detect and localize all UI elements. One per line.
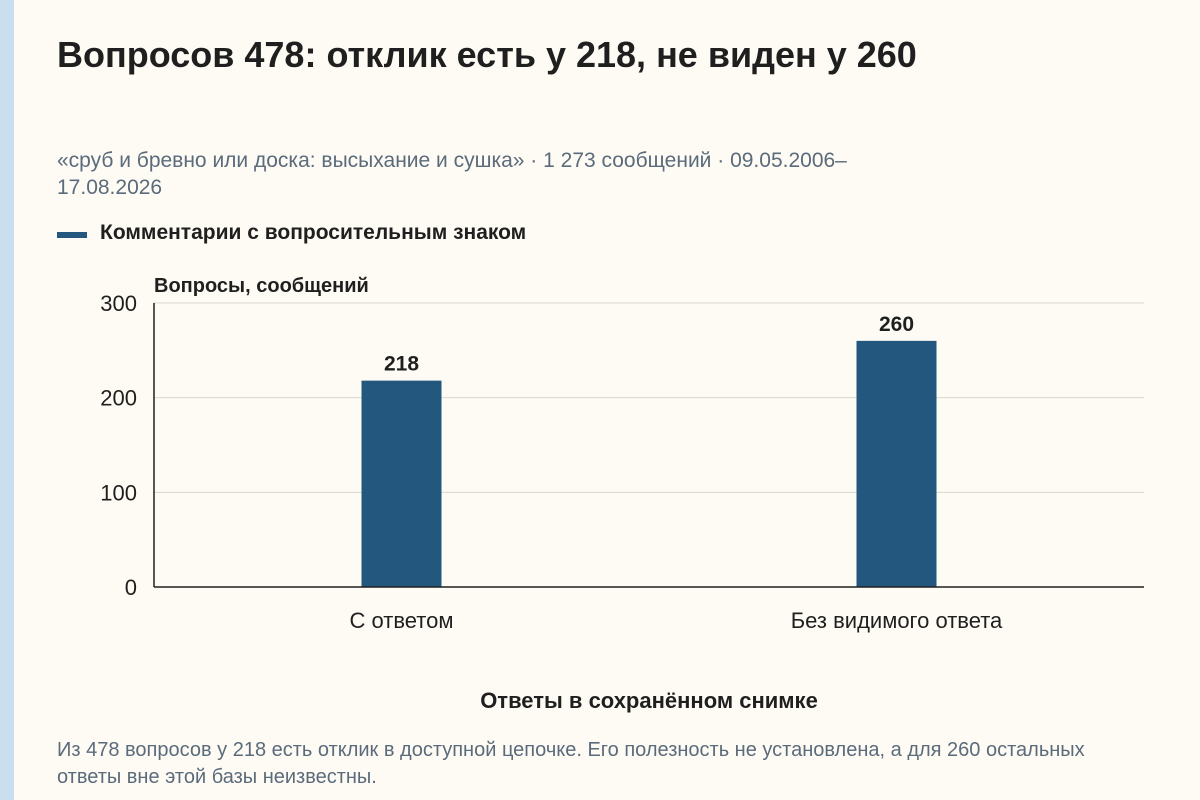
y-tick-label: 0 bbox=[125, 575, 137, 600]
bar bbox=[361, 380, 442, 587]
data-labels: 218 260 bbox=[384, 313, 914, 376]
bar-value-label: 260 bbox=[879, 313, 914, 336]
y-tick-label: 300 bbox=[100, 291, 137, 316]
bars bbox=[361, 340, 937, 587]
y-tick-label: 100 bbox=[100, 480, 137, 505]
y-axis-label: Вопросы, сообщений bbox=[154, 275, 369, 297]
bar bbox=[856, 340, 937, 587]
gridlines bbox=[154, 302, 1144, 493]
y-tick-label: 200 bbox=[100, 386, 137, 411]
legend: Комментарии с вопросительным знаком bbox=[57, 219, 526, 247]
chart-subtitle: «сруб и бревно или доска: высыхание и су… bbox=[57, 149, 847, 199]
x-tick-labels: С ответом Без видимого ответа bbox=[350, 608, 1004, 633]
chart-title: Вопросов 478: отклик есть у 218, не виде… bbox=[57, 34, 917, 75]
y-tick-labels: 0 100 200 300 bbox=[100, 291, 137, 600]
bar-value-label: 218 bbox=[384, 353, 419, 376]
left-accent-stripe bbox=[0, 0, 14, 800]
legend-label: Комментарии с вопросительным знаком bbox=[100, 221, 527, 244]
x-axis-label: Ответы в сохранённом снимке bbox=[480, 688, 818, 713]
legend-swatch bbox=[57, 232, 87, 238]
x-tick-label: С ответом bbox=[350, 608, 454, 633]
x-tick-label: Без видимого ответа bbox=[791, 608, 1003, 633]
footnote: Из 478 вопросов у 218 есть отклик в дост… bbox=[57, 739, 1085, 788]
